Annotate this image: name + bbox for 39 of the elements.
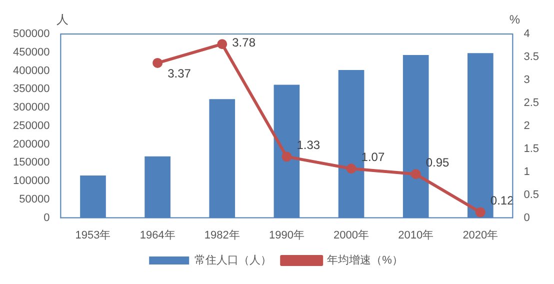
y-tick-label: 100000 (12, 175, 50, 188)
y2-tick-label: 0.5 (524, 188, 540, 201)
x-tick-label: 1982年 (204, 229, 240, 242)
y-tick-label: 450000 (12, 46, 50, 58)
x-tick-label: 2000年 (334, 229, 370, 242)
y-tick-label: 0 (44, 212, 50, 224)
y2-tick-label: 2.5 (524, 96, 540, 109)
legend-label: 年均增速（%） (327, 254, 403, 267)
y2-axis-title: % (509, 12, 520, 26)
y-tick-label: 350000 (12, 83, 50, 96)
data-label: 3.37 (168, 66, 192, 80)
point (217, 39, 228, 50)
x-tick-label: 2010年 (398, 229, 434, 242)
y-tick-label: 50000 (19, 193, 50, 206)
legend-label: 常住人口（人） (194, 254, 272, 267)
y2-tick-label: 3.5 (524, 51, 540, 64)
data-label: 3.78 (232, 35, 256, 50)
y-tick-label: 500000 (12, 28, 50, 40)
y-tick-label: 400000 (12, 64, 50, 77)
y2-tick-label: 4 (524, 28, 530, 40)
y-tick-label: 250000 (12, 120, 50, 132)
point (410, 169, 421, 180)
point (152, 58, 163, 68)
y-tick-label: 150000 (12, 156, 50, 169)
y2-tick-label: 2 (524, 120, 530, 132)
y-tick-label: 200000 (12, 138, 50, 150)
y2-tick-label: 1.5 (524, 142, 540, 155)
y2-tick-label: 3 (524, 74, 530, 86)
x-tick-label: 2020年 (462, 229, 498, 242)
y2-tick-label: 1 (524, 166, 530, 178)
y-axis-title: 人 (56, 12, 69, 26)
y2-tick-label: 0 (524, 212, 530, 224)
x-tick-label: 1953年 (75, 229, 111, 242)
x-tick-label: 1964年 (140, 229, 176, 242)
x-tick-label: 1990年 (268, 229, 304, 242)
point (282, 152, 292, 162)
point (475, 207, 486, 218)
y-tick-label: 300000 (12, 102, 50, 114)
point (346, 164, 356, 174)
